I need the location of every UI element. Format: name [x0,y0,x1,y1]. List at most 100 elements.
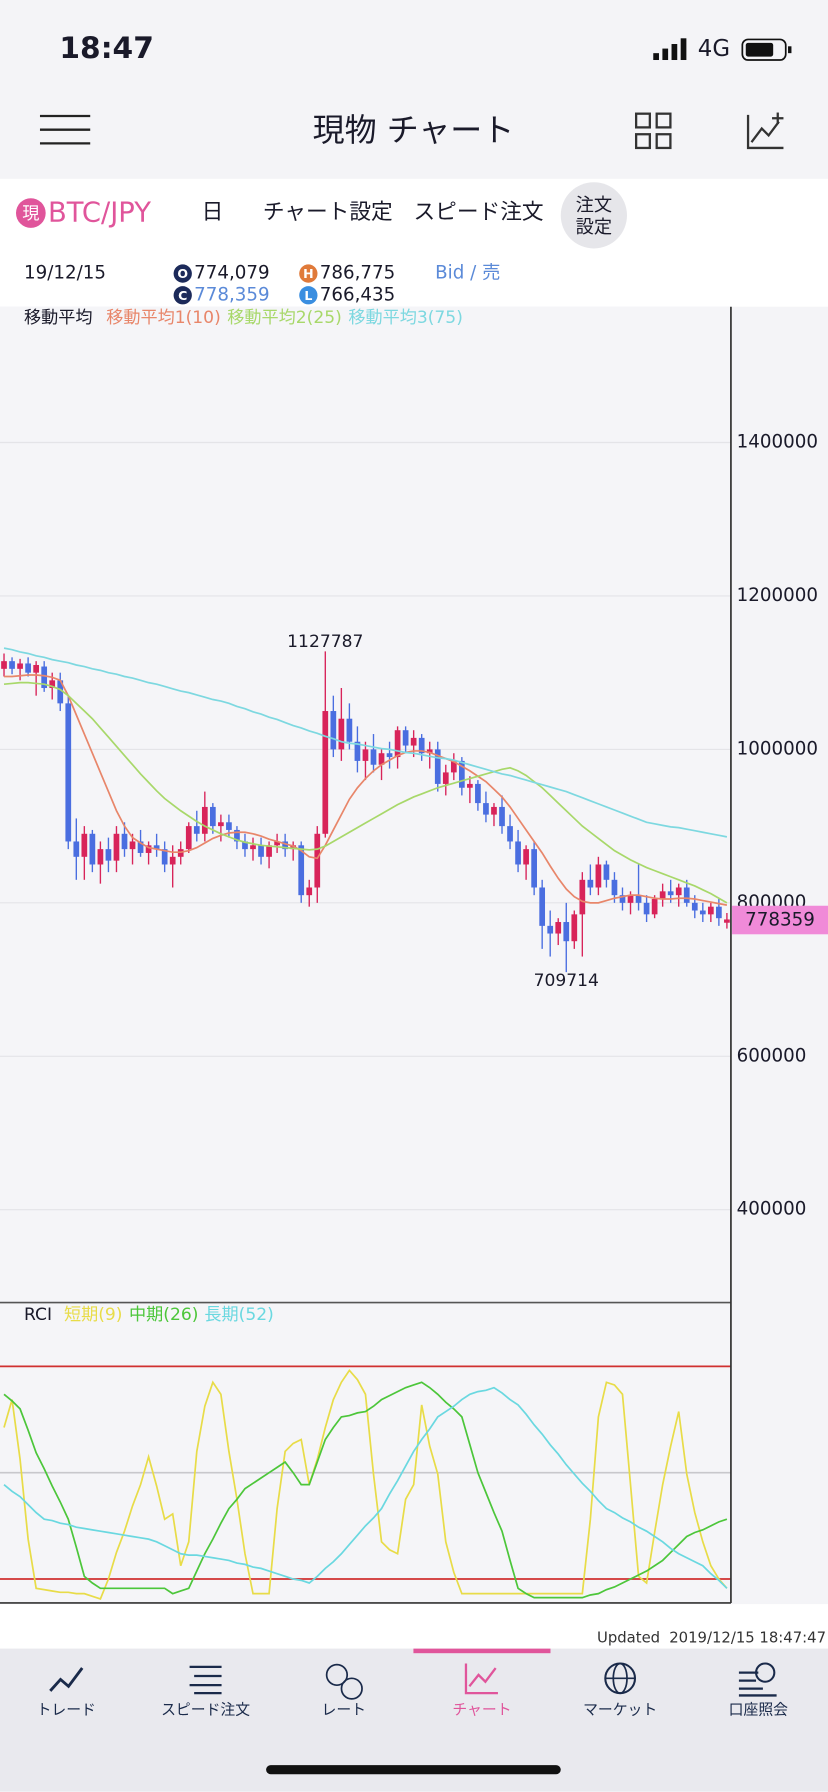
candle-body [9,661,15,669]
candle-body [587,879,594,888]
candle-body [491,806,497,815]
tab-label[interactable]: チャート [452,1701,511,1718]
candle-body [338,718,345,750]
quote-badge [173,286,192,305]
layout-button[interactable] [634,112,672,150]
candle-body [129,841,136,850]
price-tag [732,905,828,935]
indicator-button[interactable] [746,112,784,150]
quote-value: 774,079 [194,263,270,284]
tab-label[interactable]: レート [322,1701,367,1718]
y-tick-label: 1000000 [737,738,818,759]
candle-body [258,845,264,857]
price-tag-label: 778359 [745,910,815,931]
candle-body [619,895,626,903]
candle-body [193,826,200,834]
indicator-legend-item[interactable]: 長期(52) [204,1305,273,1325]
candle-body [386,753,393,758]
moving-average-line [3,647,728,838]
candle-body [282,841,288,850]
tab-label[interactable]: 口座照会 [729,1701,788,1718]
home-indicator [266,1765,561,1775]
y-tick-label: 400000 [737,1199,807,1220]
indicator-area [0,1302,731,1603]
candle-body [218,822,224,827]
candle-body [33,664,39,673]
candle-body [81,833,88,857]
legend-item[interactable]: 移動平均1(10) [106,308,221,328]
candle-body [716,906,722,919]
pair[interactable]: BTC/JPY [48,198,151,229]
candle-body [185,826,192,850]
candle-body [274,841,280,846]
candle-body [683,887,690,903]
candle-body [547,925,554,934]
quote-key: L [304,288,312,303]
candle-body [603,864,610,880]
candle-body [707,906,714,915]
candle-body [651,899,658,915]
footer [0,1604,828,1649]
menu-button[interactable] [39,114,91,145]
candle-body [659,891,666,900]
candle-body [450,760,457,773]
candle-body [330,711,337,750]
high-label: 1127787 [287,632,363,652]
tab-label[interactable]: マーケット [583,1701,657,1718]
candle-body [362,749,369,761]
chart-settings[interactable]: チャート設定 [263,200,393,225]
candle-body [499,806,505,827]
indicator-legend-item[interactable]: 中期(26) [129,1305,198,1325]
candle-body [724,919,730,923]
candle-body [314,833,321,888]
candle-body [515,841,521,865]
quote-date: 19/12/15 [24,263,106,284]
candle-body [89,833,96,865]
candle-body [242,841,248,850]
order-settings-line: 設定 [576,217,613,238]
y-tick-label: 600000 [737,1045,807,1066]
y-tick-label: 1400000 [737,431,818,452]
plot-area [0,306,731,1303]
candle-body [298,845,305,896]
tab-icon [189,1665,222,1695]
legend-item[interactable]: 移動平均2(25) [227,308,342,328]
candle-body [507,826,513,842]
quote: O 774,079 H 786,775 C 778,359 L 766,435 [173,263,396,305]
candle-body [595,864,602,888]
period[interactable]: 日 [202,200,224,225]
candle-body [250,845,256,850]
spot-badge [15,198,46,228]
y-tick-label: 1200000 [737,585,818,606]
candle-body [137,841,144,853]
candle-body [322,711,329,834]
candle-body [611,879,618,896]
candle-body [442,772,449,784]
tab-label[interactable]: スピード注文 [161,1701,250,1718]
speed-order[interactable]: スピード注文 [413,200,543,225]
active-tab-indicator [413,1648,551,1654]
toolbar [0,178,828,307]
indicator-line [3,1381,728,1599]
candle-body [113,833,120,861]
candle-body [234,829,240,842]
tab-icon [738,1671,777,1697]
order-settings-button[interactable] [560,182,627,249]
nav-title: 現物 チャート [313,111,515,149]
candle-body [1,661,7,669]
candle-body [65,703,72,842]
tab-label[interactable]: トレード [37,1701,96,1718]
candle-body [539,887,546,926]
candle-body [563,922,570,942]
candle-body [266,845,272,857]
tab-icon [755,1662,776,1683]
quote-value: 766,435 [320,284,396,305]
candle-body [434,749,441,784]
tab-icon [49,1667,84,1692]
indicator-legend-item[interactable]: 短期(9) [64,1305,123,1325]
legend-item[interactable]: 移動平均3(75) [348,308,463,328]
candle-body [354,741,361,761]
candle-body [402,730,409,746]
